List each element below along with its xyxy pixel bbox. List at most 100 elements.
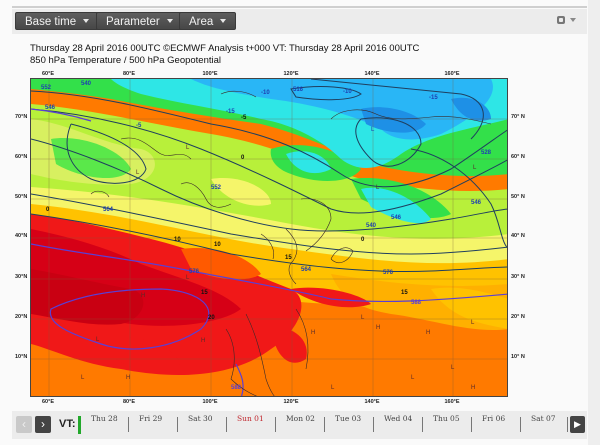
svg-text:564: 564 <box>103 207 114 213</box>
parameter-label: Parameter <box>106 16 160 28</box>
lat-label: 20°N <box>15 314 28 320</box>
lon-label: 140°E <box>364 71 380 77</box>
lon-label: 100°E <box>202 71 218 77</box>
day-separator <box>226 417 227 432</box>
day-mon-02[interactable]: Mon 02 <box>286 414 315 423</box>
base-time-label: Base time <box>25 16 77 28</box>
svg-text:-5: -5 <box>241 115 247 121</box>
day-separator <box>373 417 374 432</box>
svg-text:L: L <box>331 385 335 391</box>
chevron-left-icon[interactable]: ‹ <box>16 416 32 433</box>
svg-text:-10: -10 <box>261 90 270 96</box>
svg-text:540: 540 <box>366 223 377 229</box>
weather-map[interactable]: 552 540 546 -15 -10 516 -10 -15 -5 -5 0 … <box>30 78 508 397</box>
valid-time-bar: ‹ › VT: Thu 28 Fri 29 Sat 30 Sun 01 Mon … <box>12 411 587 439</box>
svg-text:576: 576 <box>189 269 200 275</box>
day-thu-05[interactable]: Thu 05 <box>433 414 460 423</box>
lon-label: 120°E <box>283 399 299 405</box>
lon-label: 100°E <box>202 399 218 405</box>
svg-text:H: H <box>471 385 475 391</box>
svg-text:546: 546 <box>391 215 402 221</box>
svg-text:564: 564 <box>301 267 312 273</box>
svg-text:15: 15 <box>401 290 408 296</box>
lat-label: 30° N <box>511 274 525 280</box>
svg-text:L: L <box>471 320 475 326</box>
area-dropdown[interactable]: Area <box>179 12 237 30</box>
svg-text:588: 588 <box>411 300 422 306</box>
lat-label: 30°N <box>15 274 28 280</box>
day-separator <box>177 417 178 432</box>
svg-text:546: 546 <box>471 200 482 206</box>
day-separator <box>128 417 129 432</box>
lat-label: 40°N <box>15 233 28 239</box>
lat-label: 10°N <box>15 354 28 360</box>
day-separator <box>471 417 472 432</box>
svg-text:L: L <box>96 337 100 343</box>
svg-text:-10: -10 <box>343 89 352 95</box>
caret-down-icon <box>83 18 90 23</box>
day-wed-04[interactable]: Wed 04 <box>384 414 413 423</box>
lat-label: 60°N <box>15 154 28 160</box>
lon-label: 60°E <box>42 71 54 77</box>
svg-text:H: H <box>126 375 130 381</box>
svg-text:0: 0 <box>46 207 50 213</box>
day-fri-29[interactable]: Fri 29 <box>139 414 163 423</box>
settings-caret-icon[interactable] <box>570 18 576 22</box>
parameter-dropdown[interactable]: Parameter <box>96 12 183 30</box>
toolbar: Base time Parameter Area <box>12 9 587 34</box>
lat-label: 50° N <box>511 194 525 200</box>
current-time-marker <box>78 416 81 434</box>
scroll-gutter <box>588 0 600 445</box>
chart-title: Thursday 28 April 2016 00UTC ©ECMWF Anal… <box>30 43 420 54</box>
svg-text:10: 10 <box>214 242 221 248</box>
lon-label: 140°E <box>364 399 380 405</box>
svg-text:L: L <box>136 170 140 176</box>
lat-label: 70°N <box>15 114 28 120</box>
svg-text:15: 15 <box>285 255 292 261</box>
day-sat-07[interactable]: Sat 07 <box>531 414 556 423</box>
chevron-right-icon[interactable]: › <box>35 416 51 433</box>
lon-label: 80°E <box>123 71 135 77</box>
caret-down-icon <box>220 18 227 23</box>
svg-text:H: H <box>376 325 380 331</box>
play-icon[interactable]: ▶ <box>570 416 585 433</box>
svg-text:-5: -5 <box>136 123 142 129</box>
lat-label: 10° N <box>511 354 525 360</box>
day-separator <box>422 417 423 432</box>
svg-text:L: L <box>81 375 85 381</box>
svg-text:528: 528 <box>481 150 492 156</box>
svg-text:L: L <box>376 185 380 191</box>
svg-text:0: 0 <box>241 155 245 161</box>
day-fri-06[interactable]: Fri 06 <box>482 414 506 423</box>
gear-icon[interactable] <box>557 16 565 24</box>
lat-label: 60° N <box>511 154 525 160</box>
lon-label: 160°E <box>444 71 460 77</box>
lon-label: 160°E <box>444 399 460 405</box>
day-separator <box>567 417 568 432</box>
svg-text:H: H <box>201 338 205 344</box>
lat-label: 20° N <box>511 314 525 320</box>
vt-label: VT: <box>59 418 76 430</box>
svg-text:-15: -15 <box>226 109 235 115</box>
day-thu-28[interactable]: Thu 28 <box>91 414 118 423</box>
svg-text:L: L <box>361 315 365 321</box>
svg-text:552: 552 <box>41 85 52 91</box>
lat-label: 40° N <box>511 233 525 239</box>
day-sat-30[interactable]: Sat 30 <box>188 414 213 423</box>
top-divider <box>12 6 587 8</box>
day-separator <box>275 417 276 432</box>
lon-label: 60°E <box>42 399 54 405</box>
area-label: Area <box>189 16 214 28</box>
svg-text:10: 10 <box>174 237 181 243</box>
lon-label: 80°E <box>123 399 135 405</box>
svg-text:L: L <box>473 165 477 171</box>
caret-down-icon <box>166 18 173 23</box>
base-time-dropdown[interactable]: Base time <box>15 12 100 30</box>
day-tue-03[interactable]: Tue 03 <box>335 414 362 423</box>
svg-text:576: 576 <box>383 270 394 276</box>
svg-text:546: 546 <box>45 105 56 111</box>
day-sun-01[interactable]: Sun 01 <box>237 414 264 423</box>
svg-text:L: L <box>186 275 190 281</box>
chart-subtitle: 850 hPa Temperature / 500 hPa Geopotenti… <box>30 55 222 66</box>
